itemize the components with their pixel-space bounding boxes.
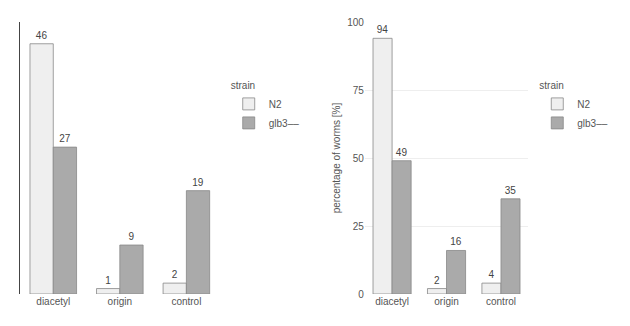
svg-text:27: 27 <box>59 133 71 144</box>
svg-text:control: control <box>486 296 516 307</box>
svg-text:strain: strain <box>231 80 255 91</box>
svg-text:2: 2 <box>172 269 178 280</box>
svg-text:strain: strain <box>539 80 563 91</box>
svg-text:50: 50 <box>353 153 365 164</box>
svg-text:percentage of worms [%]: percentage of worms [%] <box>331 102 342 213</box>
svg-text:9: 9 <box>128 231 134 242</box>
svg-text:0: 0 <box>358 289 364 300</box>
svg-text:75: 75 <box>353 85 365 96</box>
svg-text:N2: N2 <box>577 99 590 110</box>
svg-text:N2: N2 <box>269 99 282 110</box>
svg-text:35: 35 <box>505 185 517 196</box>
svg-text:19: 19 <box>192 177 204 188</box>
svg-text:25: 25 <box>353 221 365 232</box>
svg-text:glb3––: glb3–– <box>269 118 299 129</box>
svg-text:1: 1 <box>105 275 111 286</box>
svg-text:origin: origin <box>108 296 132 307</box>
svg-text:94: 94 <box>377 24 389 35</box>
svg-text:diacetyl: diacetyl <box>375 296 409 307</box>
svg-text:100: 100 <box>347 17 364 28</box>
svg-text:4: 4 <box>488 269 494 280</box>
svg-text:glb3––: glb3–– <box>577 118 607 129</box>
svg-text:49: 49 <box>396 147 408 158</box>
svg-text:control: control <box>171 296 201 307</box>
svg-text:origin: origin <box>434 296 458 307</box>
svg-text:16: 16 <box>450 236 462 247</box>
svg-text:2: 2 <box>434 275 440 286</box>
svg-text:46: 46 <box>36 30 48 41</box>
svg-text:diacetyl: diacetyl <box>36 296 70 307</box>
